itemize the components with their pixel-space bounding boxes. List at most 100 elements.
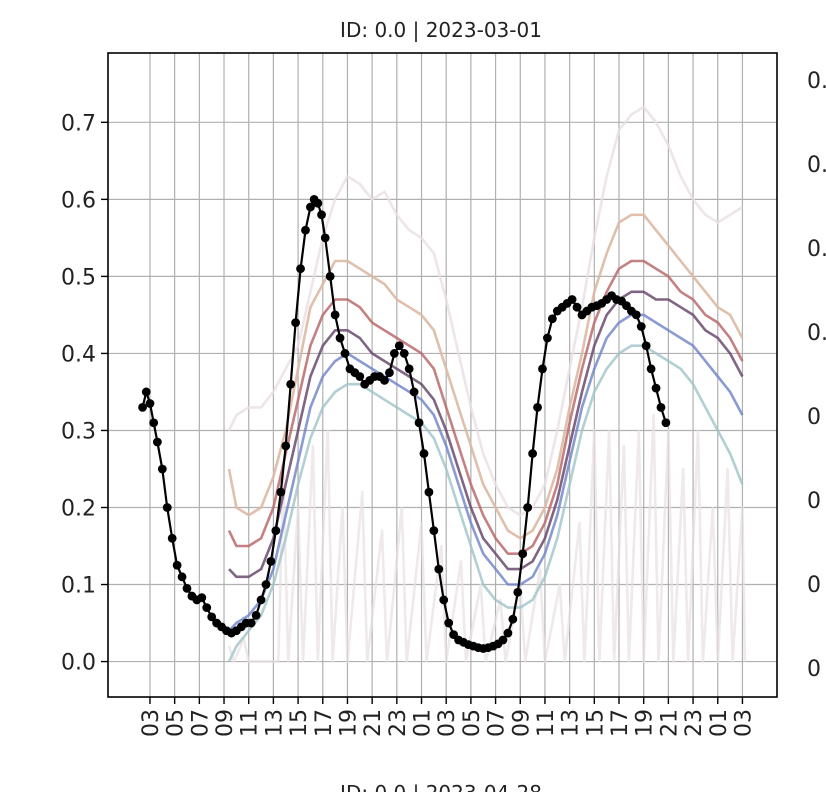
x-tick-label: 03 <box>435 709 460 737</box>
series-point <box>330 310 340 320</box>
right-panel-tick-label: 0 <box>807 405 821 430</box>
series-point <box>335 333 345 343</box>
series-point <box>409 387 419 397</box>
series-point <box>380 375 389 385</box>
series-point <box>547 314 557 324</box>
series-point <box>256 595 266 605</box>
x-tick-label: 15 <box>583 709 608 737</box>
x-tick-label: 13 <box>262 709 287 737</box>
series-point <box>340 349 350 358</box>
right-panel-tick-label: 0 <box>807 573 821 598</box>
x-tick-label: 11 <box>238 709 263 737</box>
series-point <box>145 399 155 408</box>
x-tick-label: 07 <box>188 709 213 737</box>
series-point <box>523 503 533 512</box>
plot-frame <box>107 52 778 698</box>
series-point <box>266 557 276 566</box>
series-point <box>202 603 212 613</box>
x-tick-label: 19 <box>336 709 361 737</box>
series-point <box>149 418 159 428</box>
right-panel-tick-label: 0. <box>807 153 826 178</box>
right-panel-axis-fragment: 0. 0. 0. 0. 0 0 0 0 <box>807 69 826 682</box>
y-axis: 0.0 0.1 0.2 0.3 0.4 0.5 0.6 0.7 <box>61 111 108 676</box>
x-tick-label: 09 <box>509 709 534 737</box>
series-point <box>429 526 439 536</box>
series-point <box>296 264 305 274</box>
series-point <box>656 402 666 412</box>
x-tick-label: 05 <box>164 709 189 737</box>
series-point <box>394 341 404 351</box>
series-point <box>152 437 162 447</box>
series-point <box>661 418 671 428</box>
series-point <box>355 372 365 381</box>
right-panel-tick-label: 0. <box>807 237 826 262</box>
x-tick-label: 11 <box>534 709 559 737</box>
series-point <box>439 595 449 605</box>
series-line-3 <box>227 259 744 555</box>
series-point <box>251 610 261 620</box>
x-tick-label: 23 <box>682 709 707 737</box>
series-point <box>567 295 577 304</box>
series-point <box>636 322 646 331</box>
series-point <box>313 198 323 208</box>
right-panel-tick-label: 0 <box>807 657 821 682</box>
series-point <box>646 364 656 374</box>
series-point <box>572 302 582 312</box>
series-point <box>498 635 508 645</box>
series-point <box>271 526 281 536</box>
series-point <box>261 580 271 589</box>
x-tick-label: 13 <box>559 709 584 737</box>
series-point <box>301 225 310 235</box>
series-layer <box>138 105 747 663</box>
series-point <box>276 487 286 497</box>
x-tick-label: 07 <box>485 709 510 737</box>
series-point <box>389 349 399 358</box>
series-point <box>385 368 394 378</box>
next-chart-title: ID: 0.0 | 2023-04-28 <box>340 781 542 792</box>
series-point <box>207 612 217 622</box>
series-point <box>434 564 444 574</box>
series-point <box>157 464 167 474</box>
x-axis: 03 05 07 09 11 13 15 17 19 21 23 01 03 05 07 09 11 13 15 17… <box>139 697 756 737</box>
x-tick-label: 15 <box>287 709 312 737</box>
x-tick-label: 03 <box>139 709 164 737</box>
series-point <box>503 628 513 638</box>
series-point <box>513 587 523 597</box>
y-tick-label: 0.5 <box>61 265 96 290</box>
series-point <box>172 560 182 570</box>
series-point <box>317 210 326 220</box>
series-point <box>320 233 330 243</box>
x-tick-label: 09 <box>213 709 238 737</box>
series-point <box>419 449 429 458</box>
series-point <box>424 487 434 497</box>
y-tick-label: 0.0 <box>61 651 96 676</box>
series-point <box>651 383 661 393</box>
series-point <box>528 449 538 458</box>
y-tick-label: 0.2 <box>61 496 96 521</box>
series-point <box>286 379 296 389</box>
x-tick-label: 19 <box>633 709 658 737</box>
series-point <box>508 614 518 624</box>
series-point <box>197 593 207 603</box>
x-tick-label: 17 <box>312 709 337 737</box>
x-tick-label: 17 <box>608 709 633 737</box>
y-tick-label: 0.6 <box>61 188 96 213</box>
x-tick-label: 05 <box>460 709 485 737</box>
series-line-2 <box>227 213 744 540</box>
series-point <box>533 402 542 412</box>
series-point <box>306 202 315 212</box>
series-point <box>641 341 651 351</box>
series-point <box>404 364 414 374</box>
series-point <box>167 533 177 543</box>
x-tick-label: 21 <box>657 709 682 737</box>
x-tick-label: 21 <box>361 709 386 737</box>
series-point <box>538 364 547 374</box>
series-line-0 <box>227 105 744 517</box>
series-line-4 <box>228 290 744 579</box>
series-point <box>444 618 454 628</box>
series-point <box>182 583 192 593</box>
series-point <box>246 618 256 628</box>
series-point <box>518 549 528 559</box>
series-point <box>291 318 301 328</box>
series-point <box>631 310 641 320</box>
